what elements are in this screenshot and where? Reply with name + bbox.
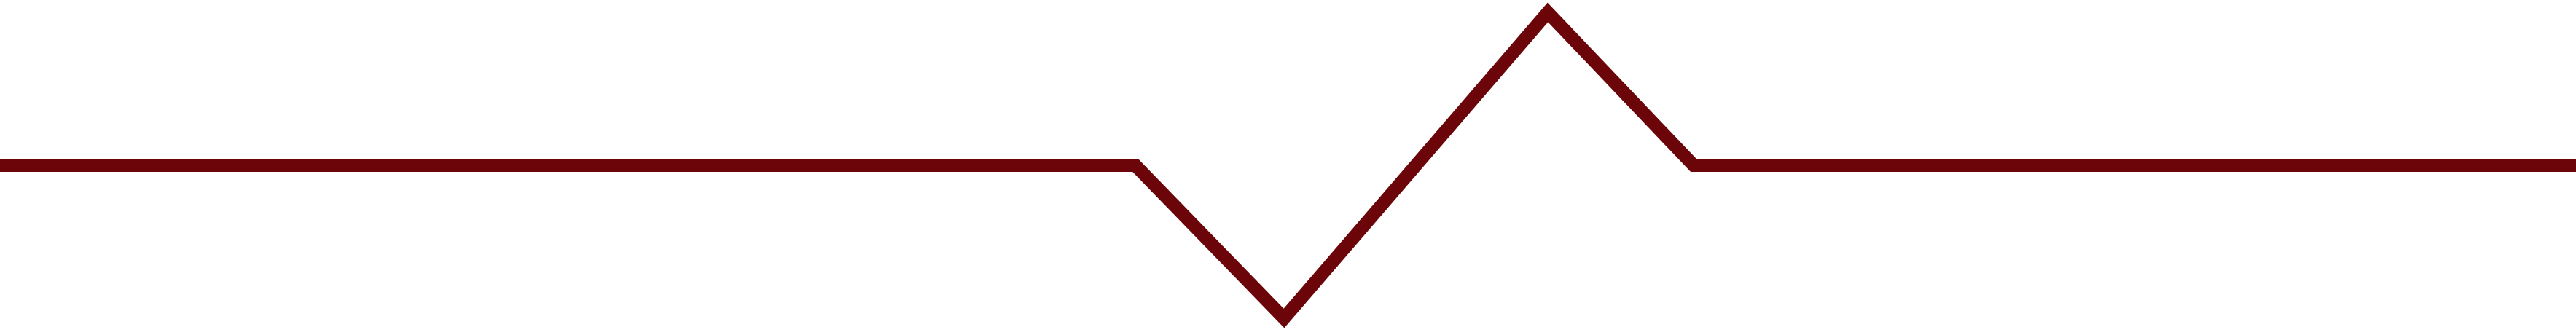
pulse-polyline [0, 2, 2576, 328]
